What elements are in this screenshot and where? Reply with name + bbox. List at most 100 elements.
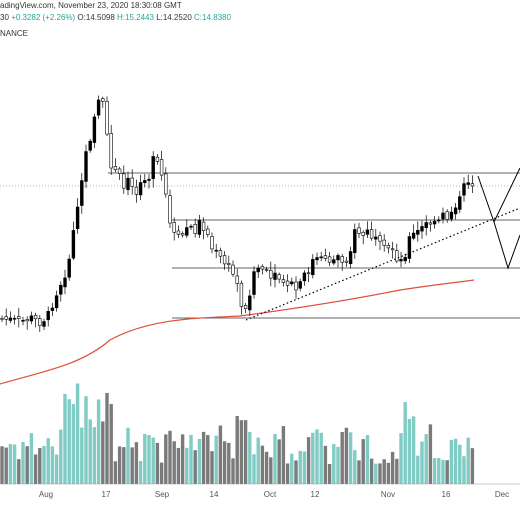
- volume-bar: [470, 448, 475, 484]
- candle-body: [252, 271, 256, 295]
- x-tick-label: Aug: [39, 490, 53, 499]
- candle-body: [273, 272, 277, 280]
- candle-body: [298, 281, 302, 289]
- volume-bar: [122, 447, 126, 484]
- exchange-label: NANCE: [0, 29, 29, 38]
- volume-bar: [8, 444, 13, 484]
- x-tick-label: 12: [311, 490, 320, 499]
- volume-bar: [54, 454, 59, 484]
- candle-body: [382, 239, 386, 246]
- volume-bar: [239, 420, 244, 484]
- candle-body: [172, 222, 176, 233]
- candle-body: [353, 229, 357, 253]
- candle-body: [378, 235, 382, 242]
- candle-body: [348, 251, 353, 265]
- volume-bar: [235, 416, 239, 484]
- volume-bar: [105, 392, 109, 484]
- candle-body: [155, 156, 160, 162]
- candle-body: [180, 233, 185, 236]
- volume-bar: [231, 458, 235, 484]
- volume-bar: [12, 444, 17, 484]
- candle-body: [189, 225, 193, 228]
- candle-body: [71, 230, 76, 259]
- volume-bar: [134, 442, 139, 484]
- candle-body: [59, 284, 63, 295]
- volume-bar: [319, 432, 323, 484]
- volume-bar: [378, 463, 382, 484]
- x-tick-label: 17: [102, 490, 111, 499]
- volume-bar: [71, 404, 76, 484]
- candle-body: [96, 99, 101, 116]
- close-value: C:14.8380: [194, 13, 231, 22]
- candle-body: [117, 168, 122, 174]
- candle-body: [231, 264, 235, 275]
- volume-bar: [277, 439, 281, 484]
- candle-body: [361, 231, 365, 236]
- candle-body: [42, 321, 46, 327]
- volume-bar: [155, 442, 160, 484]
- x-tick-label: Oct: [264, 490, 277, 499]
- candle-body: [449, 211, 454, 220]
- volume-bar: [109, 404, 113, 484]
- volume-bar: [336, 446, 340, 484]
- volume-bar: [21, 441, 25, 484]
- volume-bar: [63, 393, 67, 484]
- candle-body: [420, 226, 424, 232]
- volume-bar: [407, 419, 412, 484]
- candle-body: [260, 266, 265, 270]
- candle-body: [214, 249, 218, 252]
- candle-body: [147, 178, 151, 181]
- candle-body: [462, 183, 466, 196]
- candle-body: [88, 140, 92, 151]
- volume-bar: [113, 461, 118, 484]
- volume-bar: [374, 463, 378, 484]
- volume-bar: [315, 429, 319, 484]
- volume-bar: [260, 445, 265, 484]
- volume-bar: [75, 383, 80, 484]
- volume-bar: [332, 444, 336, 484]
- volume-bar: [357, 460, 361, 484]
- volume-bar: [0, 446, 4, 484]
- candle-body: [243, 305, 248, 309]
- volume-bar: [311, 432, 315, 484]
- candle-body: [8, 317, 13, 321]
- volume-bar: [390, 451, 395, 484]
- candle-body: [239, 282, 244, 307]
- candle-body: [466, 182, 470, 185]
- candle-body: [138, 182, 143, 196]
- candle-body: [38, 318, 42, 327]
- candle-body: [399, 258, 403, 262]
- volume-bar: [462, 456, 466, 484]
- volume-bar: [416, 455, 420, 484]
- candle-body: [101, 98, 105, 102]
- volume-bar: [420, 441, 424, 484]
- candle-body: [264, 269, 269, 271]
- candle-body: [130, 177, 134, 187]
- volume-bar: [386, 462, 391, 484]
- candle-body: [218, 250, 223, 257]
- volume-bar: [92, 427, 97, 484]
- candle-body: [386, 245, 391, 249]
- volume-bar: [432, 458, 437, 484]
- volume-bar: [168, 430, 172, 484]
- candlesticks: [0, 95, 475, 332]
- volume-bar: [180, 434, 185, 484]
- volume-bar: [445, 460, 449, 484]
- volume-bar: [17, 459, 21, 484]
- volume-bar: [4, 447, 8, 484]
- candle-body: [336, 255, 340, 261]
- volume-bar: [243, 420, 248, 484]
- projection-path: [477, 175, 520, 270]
- open-value: O:14.5098: [77, 13, 115, 22]
- candle-body: [315, 257, 319, 261]
- x-tick-label: 16: [442, 490, 451, 499]
- volume-bar: [411, 416, 416, 484]
- candle-body: [176, 230, 181, 235]
- volume-bar: [143, 433, 147, 484]
- candle-body: [428, 222, 433, 225]
- candle-body: [222, 255, 227, 265]
- volume-bar: [172, 441, 176, 484]
- volume-bar: [248, 431, 252, 484]
- candle-body: [340, 256, 344, 263]
